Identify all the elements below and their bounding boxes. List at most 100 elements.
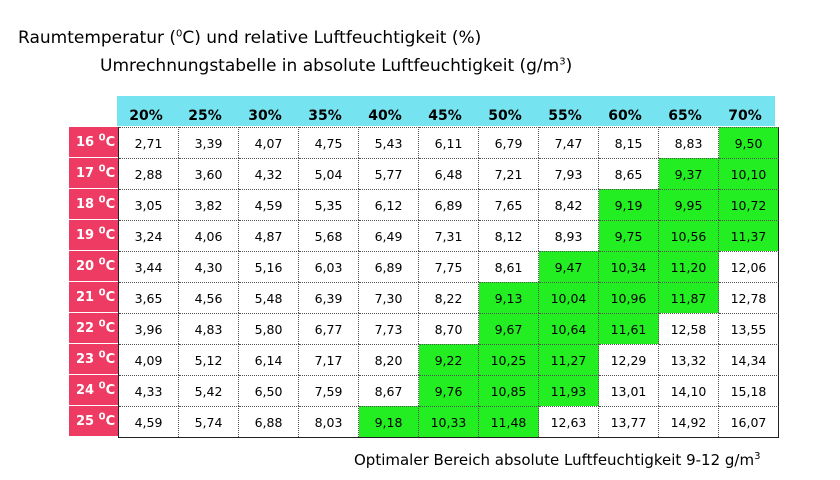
column-header: 45% [428,108,462,124]
table-cell: 6,11 [419,127,479,158]
table-cell: 14,10 [659,375,719,406]
table-cell: 8,67 [359,375,419,406]
table-cell: 12,58 [659,313,719,344]
table-cell: 8,70 [419,313,479,344]
table-cell: 6,89 [419,189,479,220]
table-cell: 10,96 [599,282,659,313]
table-cell: 14,34 [719,344,779,375]
table-cell: 2,88 [119,158,179,189]
table-cell: 7,30 [359,282,419,313]
table-cell: 3,05 [119,189,179,220]
row-header: 25 0C [69,406,118,437]
table-cell: 9,37 [659,158,719,189]
table-cell: 11,93 [539,375,599,406]
table-cell: 8,20 [359,344,419,375]
table-cell: 6,79 [479,127,539,158]
table-cell: 12,63 [539,406,599,437]
table-cell: 6,14 [239,344,299,375]
table-cell: 4,33 [119,375,179,406]
table-cell: 9,95 [659,189,719,220]
footer-note: Optimaler Bereich absolute Luftfeuchtigk… [354,451,761,469]
table-cell: 8,83 [659,127,719,158]
table-cell: 5,43 [359,127,419,158]
table-cell: 8,42 [539,189,599,220]
table-row: 3,05 3,82 4,59 5,35 6,12 6,89 7,65 8,42 9,19 9,95… [119,189,779,220]
column-header: 35% [308,108,342,124]
table-row: 4,59 5,74 6,88 8,03 9,18 10,33 11,48 12,63 13,77… [119,406,779,437]
table-cell: 7,47 [539,127,599,158]
row-header: 22 0C [69,313,118,344]
table-cell: 5,48 [239,282,299,313]
table-cell: 8,22 [419,282,479,313]
table-cell: 9,75 [599,220,659,251]
table-cell: 5,04 [299,158,359,189]
table-cell: 4,87 [239,220,299,251]
column-header: 25% [188,108,222,124]
table-row: 2,71 3,39 4,07 4,75 5,43 6,11 6,79 7,47 8,15 8,83… [119,127,779,158]
table-cell: 3,65 [119,282,179,313]
column-header: 50% [488,108,522,124]
table-cell: 5,77 [359,158,419,189]
table-cell: 13,01 [599,375,659,406]
table-row: 3,96 4,83 5,80 6,77 7,73 8,70 9,67 10,64 11,61 12… [119,313,779,344]
table-cell: 11,61 [599,313,659,344]
table-cell: 8,03 [299,406,359,437]
conversion-table: 2,71 3,39 4,07 4,75 5,43 6,11 6,79 7,47 8,15 8,83… [118,127,779,438]
table-row: 3,65 4,56 5,48 6,39 7,30 8,22 9,13 10,04 10,96 11… [119,282,779,313]
table-cell: 4,30 [179,251,239,282]
table-row: 3,44 4,30 5,16 6,03 6,89 7,75 8,61 9,47 10,34 11,… [119,251,779,282]
table-cell: 3,82 [179,189,239,220]
table-cell: 9,67 [479,313,539,344]
table-cell: 9,22 [419,344,479,375]
table-cell: 4,59 [239,189,299,220]
table-cell: 11,20 [659,251,719,282]
table-cell: 4,75 [299,127,359,158]
table-cell: 12,06 [719,251,779,282]
table-cell: 13,55 [719,313,779,344]
table-cell: 13,77 [599,406,659,437]
temperature-header-column: 16 0C 17 0C 18 0C 19 0C 20 0C 21 0C 22 0C 23 0C… [69,127,118,437]
table-cell: 6,77 [299,313,359,344]
table-row: 4,09 5,12 6,14 7,17 8,20 9,22 10,25 11,27 12,29 1… [119,344,779,375]
column-header: 70% [728,108,762,124]
table-cell: 6,50 [239,375,299,406]
table-cell: 5,12 [179,344,239,375]
table-cell: 10,72 [719,189,779,220]
table-cell: 6,03 [299,251,359,282]
table-cell: 11,48 [479,406,539,437]
humidity-header-row: 20% 25% 30% 35% 40% 45% 50% 55% 60% 65% 70% [117,96,775,126]
table-cell: 4,83 [179,313,239,344]
table-cell: 5,42 [179,375,239,406]
table-cell: 7,17 [299,344,359,375]
row-header: 21 0C [69,282,118,313]
table-cell: 14,92 [659,406,719,437]
column-header: 65% [668,108,702,124]
table-cell: 11,87 [659,282,719,313]
table-cell: 10,25 [479,344,539,375]
table-row: 2,88 3,60 4,32 5,04 5,77 6,48 7,21 7,93 8,65 9,37… [119,158,779,189]
table-cell: 6,49 [359,220,419,251]
row-header: 23 0C [69,344,118,375]
table-cell: 10,04 [539,282,599,313]
table-cell: 5,68 [299,220,359,251]
table-cell: 7,75 [419,251,479,282]
table-cell: 5,74 [179,406,239,437]
table-cell: 7,59 [299,375,359,406]
row-header: 16 0C [69,127,118,158]
table-cell: 10,10 [719,158,779,189]
table-cell: 3,96 [119,313,179,344]
table-cell: 8,65 [599,158,659,189]
table-cell: 7,31 [419,220,479,251]
table-cell: 8,12 [479,220,539,251]
page-subtitle: Umrechnungstabelle in absolute Luftfeuch… [100,56,573,76]
table-cell: 5,16 [239,251,299,282]
table-cell: 5,80 [239,313,299,344]
table-cell: 3,60 [179,158,239,189]
table-cell: 7,93 [539,158,599,189]
table-cell: 8,61 [479,251,539,282]
row-header: 19 0C [69,220,118,251]
table-cell: 6,89 [359,251,419,282]
row-header: 18 0C [69,189,118,220]
table-cell: 4,32 [239,158,299,189]
column-header: 55% [548,108,582,124]
